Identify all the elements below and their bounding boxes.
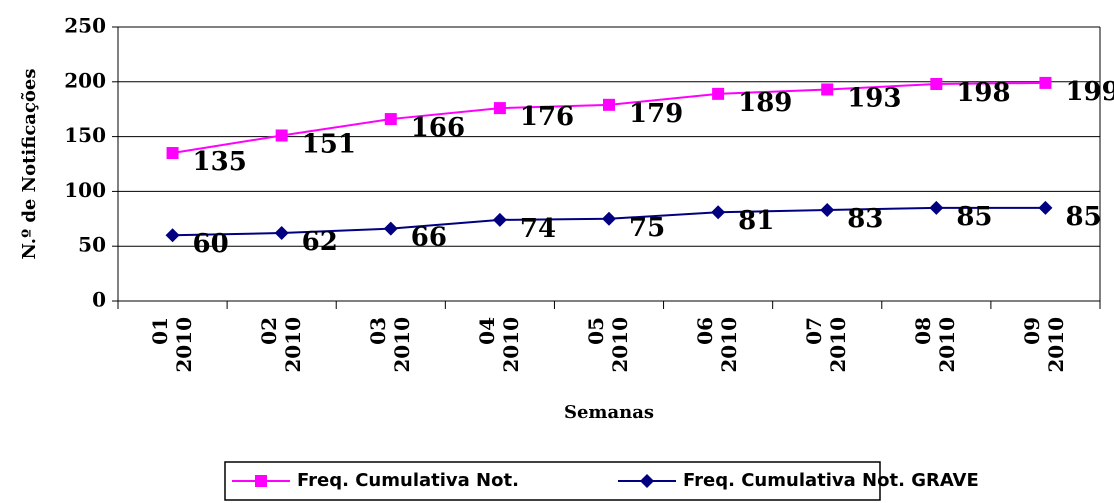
point (603, 98, 615, 111)
data-label: 85 (1065, 202, 1101, 232)
data-label: 199 (1065, 77, 1114, 107)
x-axis-title: Semanas (564, 402, 654, 423)
y-tick-label: 150 (64, 123, 106, 147)
point (711, 205, 726, 220)
x-tick-label: 03 2010 (365, 317, 414, 373)
x-tick-label: 04 2010 (474, 317, 523, 373)
data-label: 81 (738, 206, 774, 236)
legend-marker (255, 475, 267, 487)
data-label: 151 (302, 130, 356, 160)
data-label: 176 (520, 102, 574, 132)
data-label: 198 (956, 78, 1010, 108)
x-tick-label: 09 2010 (1020, 317, 1069, 373)
data-label: 66 (411, 223, 447, 253)
point (492, 212, 507, 227)
point (1039, 76, 1052, 89)
legend-label: Freq. Cumulativa Not. GRAVE (683, 470, 979, 491)
data-label: 75 (629, 213, 665, 243)
y-tick-label: 100 (64, 178, 106, 202)
legend-box (224, 461, 881, 501)
point (712, 87, 725, 100)
point (1038, 200, 1053, 215)
y-tick-label: 50 (78, 233, 106, 257)
y-axis-title: N.º de Notificações (19, 68, 40, 259)
y-tick-label: 0 (92, 288, 106, 312)
point (821, 83, 834, 96)
data-label: 179 (629, 99, 683, 129)
data-label: 135 (193, 147, 247, 177)
x-tick-label: 01 2010 (147, 317, 196, 373)
x-tick-label: 06 2010 (693, 317, 742, 373)
data-label: 85 (956, 202, 992, 232)
point (493, 102, 506, 115)
y-tick-label: 200 (64, 68, 106, 92)
point (384, 113, 397, 126)
point (929, 200, 944, 215)
legend-label: Freq. Cumulativa Not. (297, 470, 519, 491)
point (274, 226, 289, 241)
x-tick-label: 02 2010 (256, 317, 305, 373)
data-label: 74 (520, 214, 556, 244)
y-tick-label: 250 (64, 14, 106, 38)
x-tick-label: 07 2010 (802, 317, 851, 373)
data-label: 166 (411, 113, 465, 143)
point (930, 77, 943, 90)
point (165, 228, 180, 243)
point (602, 211, 616, 226)
data-label: 189 (738, 88, 792, 118)
x-tick-label: 08 2010 (911, 317, 960, 373)
point (383, 221, 398, 236)
data-label: 193 (847, 83, 901, 113)
data-label: 62 (302, 227, 338, 257)
point (275, 129, 288, 142)
data-label: 60 (193, 229, 229, 259)
data-label: 83 (847, 204, 883, 234)
x-tick-label: 05 2010 (584, 317, 632, 373)
point (166, 147, 179, 160)
point (820, 203, 835, 218)
legend-marker (640, 474, 654, 488)
